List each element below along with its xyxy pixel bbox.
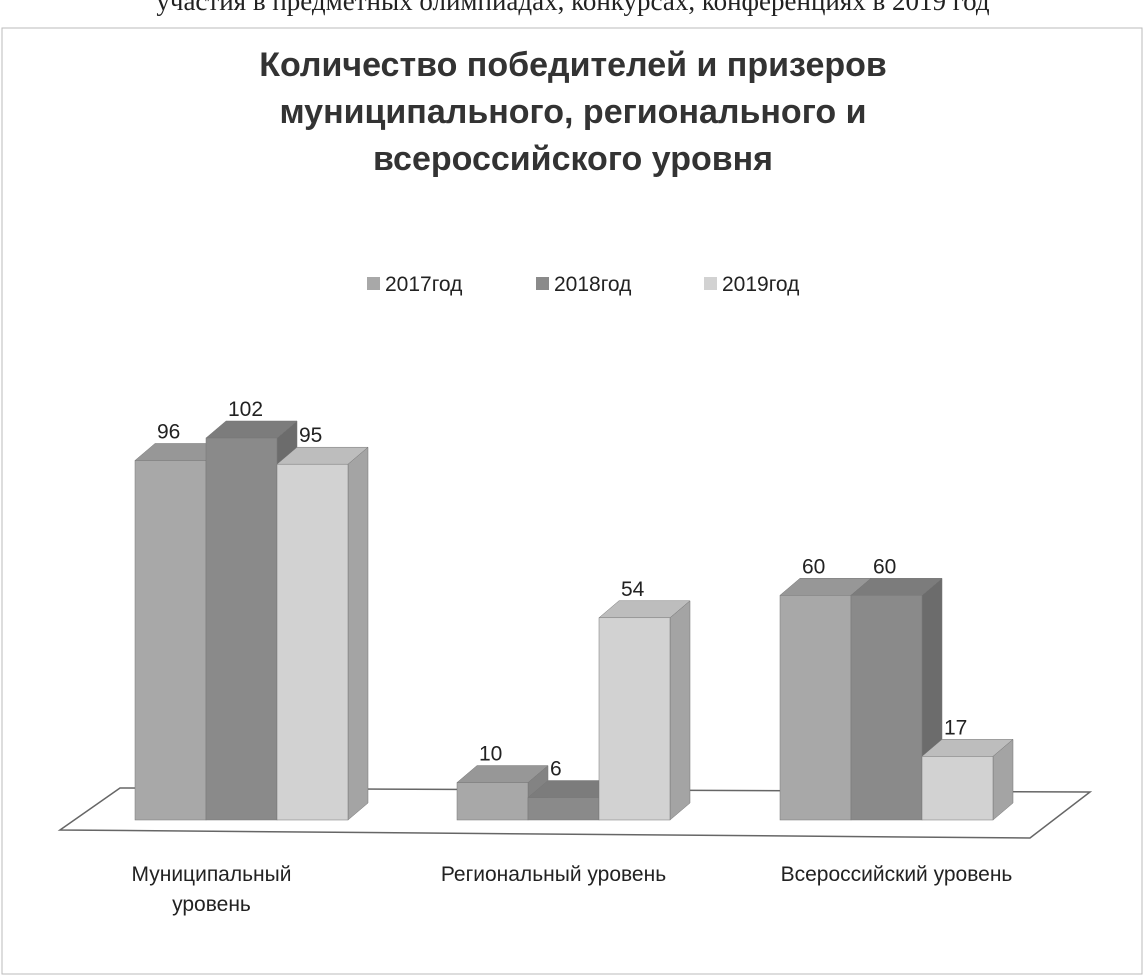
legend-label: 2018год — [554, 273, 631, 296]
data-label: 60 — [873, 555, 896, 578]
x-tick-label: Региональный уровень — [440, 863, 667, 886]
bar-front — [850, 595, 923, 821]
frame — [1, 27, 1143, 975]
data-label: 96 — [157, 420, 180, 443]
bar-front — [134, 460, 207, 821]
x-tick-label: Муниципальный уровень — [131, 863, 292, 916]
legend-swatch — [367, 277, 380, 290]
legend-swatch — [704, 277, 717, 290]
bar-front — [205, 437, 278, 821]
bar-front — [921, 756, 994, 821]
bar-front — [527, 797, 600, 821]
bar-side — [347, 446, 369, 821]
bar-front — [276, 463, 349, 821]
legend-label: 2017год — [385, 273, 462, 296]
data-label: 54 — [621, 578, 645, 601]
legend-label: 2019год — [722, 273, 799, 296]
data-label: 60 — [802, 555, 825, 578]
data-label: 102 — [228, 398, 263, 421]
bar-front — [779, 595, 852, 821]
bar-front — [598, 617, 671, 821]
chart-title: Количество победителей и призеров муници… — [259, 46, 887, 178]
data-label: 95 — [299, 424, 322, 447]
floor — [57, 787, 1093, 839]
data-label: 10 — [479, 743, 502, 766]
legend-swatch — [536, 277, 549, 290]
bar — [921, 738, 1014, 821]
bar-side — [669, 600, 691, 821]
data-label: 6 — [550, 758, 562, 781]
bar-front — [456, 782, 529, 821]
data-label: 17 — [944, 716, 967, 739]
bar — [850, 577, 943, 821]
header-text: участия в предметных олимпиадах, конкурс… — [156, 0, 990, 16]
bar — [598, 600, 691, 821]
x-tick-label: Всероссийский уровень — [780, 863, 1013, 886]
bar — [276, 446, 369, 821]
